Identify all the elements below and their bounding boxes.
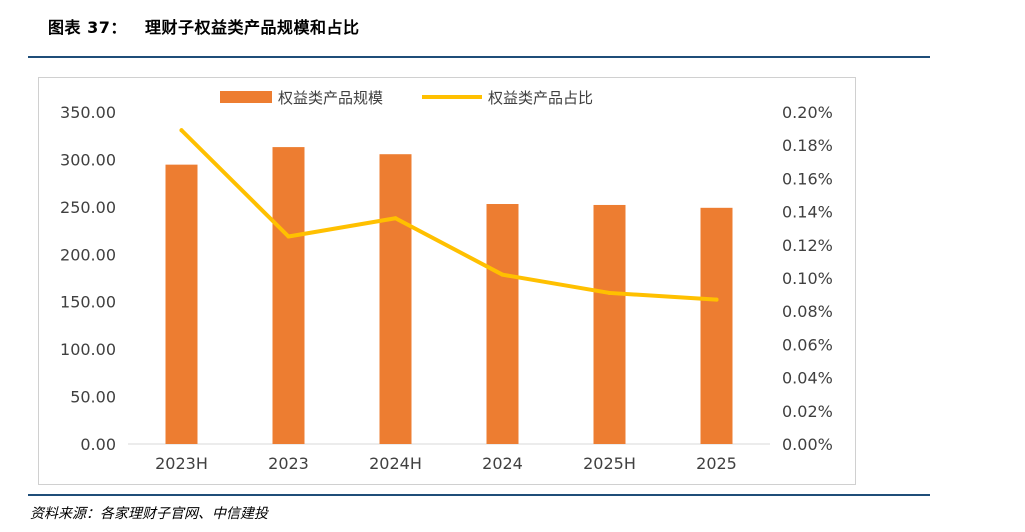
y-left-tick-label: 350.00 [60, 103, 116, 122]
bar [379, 154, 412, 444]
bar [700, 207, 733, 444]
y-right-tick-label: 0.12% [782, 236, 833, 255]
y-right-tick-label: 0.20% [782, 103, 833, 122]
top-rule [28, 56, 930, 58]
y-right-tick-label: 0.06% [782, 335, 833, 354]
y-left-tick-label: 200.00 [60, 245, 116, 264]
legend-label-bar: 权益类产品规模 [278, 89, 383, 107]
y-left-tick-label: 50.00 [70, 388, 116, 407]
line-point [607, 290, 612, 295]
x-tick-label: 2024 [482, 454, 523, 473]
y-right-tick-label: 0.02% [782, 402, 833, 421]
y-left-tick-label: 150.00 [60, 293, 116, 312]
y-right-tick-label: 0.14% [782, 203, 833, 222]
line-series [179, 128, 719, 302]
bar [486, 204, 519, 444]
line-point [393, 216, 398, 221]
bar [272, 147, 305, 444]
line-point [714, 297, 719, 302]
chart-frame [38, 77, 856, 485]
x-tick-label: 2025 [696, 454, 737, 473]
y-right-tick-label: 0.08% [782, 302, 833, 321]
y-right-tick-label: 0.04% [782, 369, 833, 388]
line-point [179, 128, 184, 133]
x-tick-label: 2024H [369, 454, 422, 473]
bar [593, 204, 626, 444]
x-tick-label: 2023 [268, 454, 309, 473]
bottom-rule [28, 494, 930, 496]
x-tick-label: 2025H [583, 454, 636, 473]
y-left-tick-label: 300.00 [60, 150, 116, 169]
y-right-tick-label: 0.10% [782, 269, 833, 288]
y-right-tick-label: 0.16% [782, 169, 833, 188]
y-left-tick-label: 0.00 [80, 435, 116, 454]
bar [165, 164, 198, 444]
figure-title: 图表 37： 理财子权益类产品规模和占比 [48, 18, 360, 37]
line-point [286, 234, 291, 239]
y-right-tick-label: 0.00% [782, 435, 833, 454]
legend-swatch-bar [220, 91, 272, 103]
legend-label-line: 权益类产品占比 [488, 89, 593, 107]
y-left-tick-label: 100.00 [60, 340, 116, 359]
line-point [500, 272, 505, 277]
source-note: 资料来源：各家理财子官网、中信建投 [30, 506, 268, 522]
y-left-tick-label: 250.00 [60, 198, 116, 217]
x-tick-label: 2023H [155, 454, 208, 473]
y-right-tick-label: 0.18% [782, 136, 833, 155]
